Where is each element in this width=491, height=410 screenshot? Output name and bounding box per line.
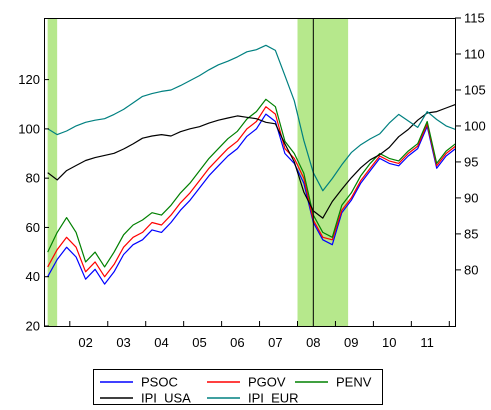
x-tick-label: 10 <box>382 335 396 350</box>
right-tick-label: 110 <box>464 46 485 61</box>
x-axis: 02 03 04 05 06 07 08 09 10 11 <box>69 321 450 350</box>
right-tick-label: 115 <box>464 11 485 26</box>
x-tick-label: 04 <box>154 335 168 350</box>
right-axis: 80 85 90 95 100 105 110 115 <box>455 11 486 277</box>
legend-label-penv: PENV <box>336 375 372 390</box>
x-tick-label: 06 <box>230 335 244 350</box>
right-tick-label: 95 <box>464 154 478 169</box>
legend-label-ipi-eur: IPI_EUR <box>248 391 299 406</box>
x-tick-label: 05 <box>192 335 206 350</box>
legend-label-psoc: PSOC <box>141 375 178 390</box>
x-tick-label: 09 <box>344 335 358 350</box>
x-tick-label: 11 <box>420 335 434 350</box>
shaded-region-1 <box>297 18 349 326</box>
shaded-region-0 <box>47 18 58 326</box>
series-line-pgov <box>47 106 456 278</box>
left-tick-label: 40 <box>26 269 40 284</box>
series-line-ipi-eur <box>47 44 456 192</box>
x-tick-label: 03 <box>116 335 130 350</box>
right-tick-label: 105 <box>464 82 486 97</box>
recession-shading <box>47 18 349 326</box>
x-tick-label: 08 <box>306 335 320 350</box>
plot-frame <box>44 18 456 327</box>
x-tick-label: 07 <box>268 335 282 350</box>
legend-label-pgov: PGOV <box>248 375 286 390</box>
series-lines <box>47 44 456 285</box>
legend: PSOC PGOV PENV IPI_USA IPI_EUR <box>93 369 383 406</box>
right-tick-label: 90 <box>464 190 478 205</box>
left-tick-label: 120 <box>18 72 40 87</box>
left-axis: 20 40 60 80 100 120 <box>18 72 49 334</box>
left-tick-label: 20 <box>26 319 40 334</box>
right-tick-label: 100 <box>464 118 486 133</box>
right-tick-label: 85 <box>464 226 478 241</box>
series-line-ipi-usa <box>47 103 456 219</box>
series-line-penv <box>47 98 456 268</box>
legend-label-ipi-usa: IPI_USA <box>141 391 191 406</box>
right-tick-label: 80 <box>464 262 478 277</box>
series-line-psoc <box>47 113 456 285</box>
left-tick-label: 80 <box>26 171 40 186</box>
left-tick-label: 60 <box>26 220 40 235</box>
left-tick-label: 100 <box>18 121 40 136</box>
x-tick-label: 02 <box>78 335 92 350</box>
